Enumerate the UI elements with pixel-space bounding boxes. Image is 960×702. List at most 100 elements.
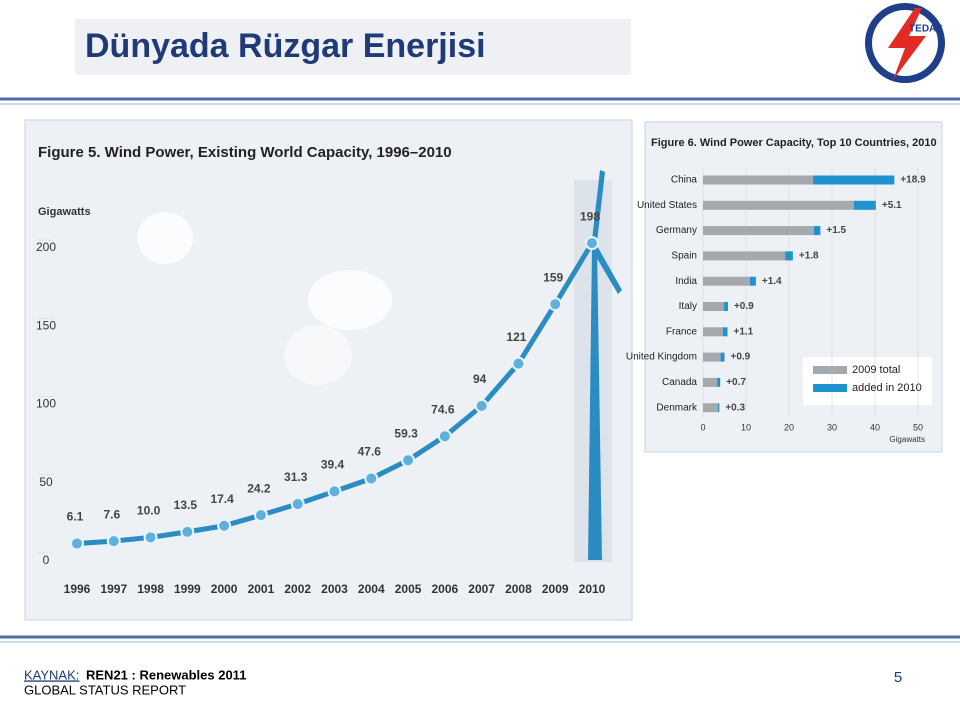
title-band	[75, 19, 631, 75]
value-label: 7.6	[103, 507, 120, 521]
bar	[717, 377, 721, 387]
x-tick-label: 20	[784, 422, 794, 432]
value-label: +5.1	[882, 200, 902, 211]
legend-label: 2009 total	[852, 364, 900, 376]
point	[401, 453, 416, 468]
bar	[813, 226, 821, 236]
x-tick-label: 2009	[542, 582, 569, 596]
value-label: +1.8	[799, 251, 819, 262]
legend-box	[803, 357, 932, 405]
value-label: 59.3	[394, 426, 418, 440]
source-label: KAYNAK:	[24, 667, 79, 682]
x-tick-label: 10	[741, 422, 751, 432]
x-tick-label: 2000	[211, 582, 238, 596]
point	[511, 356, 526, 371]
y-tick-label: Italy	[679, 301, 697, 312]
bar	[703, 352, 721, 362]
x-tick-label: 1998	[137, 582, 164, 596]
bar	[703, 226, 814, 236]
x-tick-label: 2006	[432, 582, 459, 596]
value-label: +0.9	[731, 352, 751, 363]
y-tick-label: Denmark	[656, 402, 698, 413]
bar	[785, 251, 793, 261]
value-label: 17.4	[210, 492, 234, 506]
y-tick-label: France	[666, 326, 698, 337]
report: GLOBAL STATUS REPORT	[24, 682, 186, 697]
chart-title: Figure 5. Wind Power, Existing World Cap…	[38, 144, 452, 161]
point	[585, 236, 599, 251]
y-tick-label: United States	[637, 200, 697, 211]
point	[290, 497, 305, 512]
value-label: 121	[506, 330, 526, 344]
point	[548, 297, 563, 312]
value-label: +0.7	[726, 377, 746, 388]
point	[327, 484, 342, 499]
x-tick-label: 40	[870, 422, 880, 432]
logo-text: TEDAŞ	[909, 24, 943, 35]
bar	[703, 403, 719, 413]
y-tick-label: Canada	[662, 377, 697, 388]
logo-bolt	[888, 8, 926, 80]
x-tick-label: 30	[827, 422, 837, 432]
value-label: +18.9	[900, 175, 926, 186]
bar	[703, 327, 723, 337]
x-tick-label: 2003	[321, 582, 348, 596]
y-axis-label: Gigawatts	[38, 206, 91, 218]
point	[180, 524, 195, 539]
point	[253, 508, 268, 523]
value-label: 47.6	[358, 445, 382, 459]
y-tick-label: Germany	[656, 225, 697, 236]
bar	[724, 302, 728, 311]
y-tick-label: India	[675, 276, 697, 287]
value-label: 39.4	[321, 458, 345, 472]
chart-title: Figure 6. Wind Power Capacity, Top 10 Co…	[651, 137, 937, 149]
x-tick-label: 2008	[505, 582, 532, 596]
value-label: 74.6	[431, 402, 455, 416]
bar	[703, 200, 854, 210]
point	[143, 530, 158, 545]
y-tick-label: 50	[39, 475, 53, 489]
value-label: 10.0	[137, 504, 161, 518]
bar	[703, 377, 718, 387]
value-label: 13.5	[174, 498, 198, 512]
x-tick-label: 2007	[468, 582, 495, 596]
y-tick-label: China	[671, 175, 698, 186]
x-tick-label: 2004	[358, 582, 385, 596]
point	[437, 429, 452, 444]
legend-label: added in 2010	[852, 382, 922, 394]
x-tick-label: 2005	[395, 582, 422, 596]
x-axis-label: Gigawatts	[889, 435, 925, 444]
y-tick-label: 100	[36, 397, 56, 411]
value-label: +1.1	[734, 326, 754, 337]
y-tick-label: United Kingdom	[626, 352, 697, 363]
value-label: 6.1	[67, 510, 84, 524]
value-label: 94	[473, 372, 487, 386]
value-label: +1.4	[762, 276, 782, 287]
bar	[853, 200, 876, 210]
y-tick-label: 0	[43, 553, 50, 567]
point	[70, 536, 84, 551]
turbine-tower	[588, 245, 602, 560]
bar	[703, 302, 725, 311]
y-tick-label: 200	[36, 240, 56, 254]
value-label: 159	[543, 270, 563, 284]
bar	[722, 327, 728, 337]
cloud	[308, 270, 392, 330]
point	[106, 534, 121, 549]
legend-swatch	[813, 384, 847, 392]
source: REN21 : Renewables 2011	[86, 667, 246, 682]
slide-title: Dünyada Rüzgar Enerjisi	[85, 27, 486, 65]
value-label: 31.3	[284, 470, 308, 484]
legend-swatch	[813, 366, 847, 374]
turbine-blade	[592, 170, 605, 242]
bar	[718, 403, 720, 413]
x-tick-label: 1996	[64, 582, 91, 596]
cloud	[137, 212, 193, 264]
value-label: 24.2	[247, 481, 271, 495]
x-tick-label: 2002	[284, 582, 311, 596]
bar	[720, 352, 725, 362]
point	[217, 518, 232, 533]
point	[364, 471, 379, 486]
